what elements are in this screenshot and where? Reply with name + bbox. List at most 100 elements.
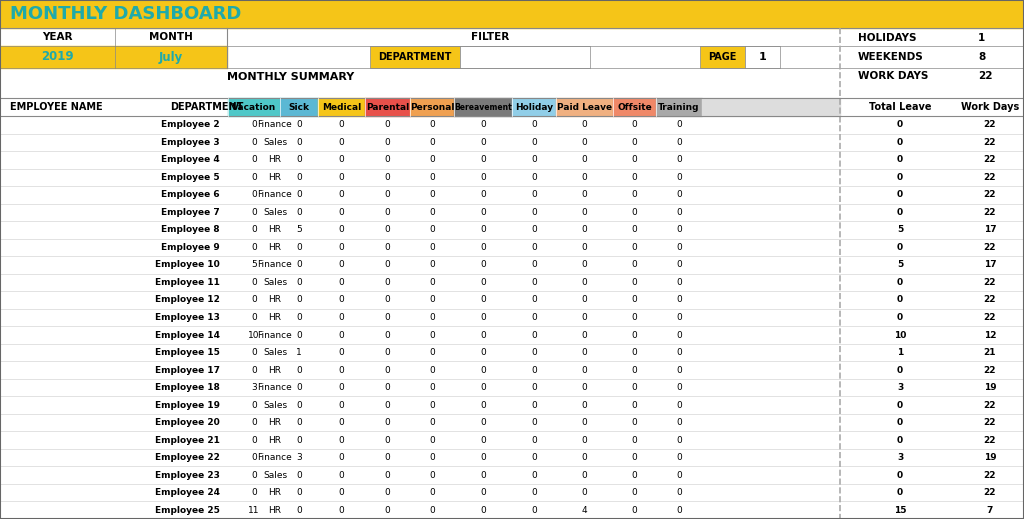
Text: 5: 5 [897, 225, 903, 235]
Text: HR: HR [268, 173, 282, 182]
Text: 0: 0 [480, 208, 485, 217]
Text: 0: 0 [429, 278, 435, 287]
Text: 0: 0 [531, 208, 537, 217]
Text: 0: 0 [251, 435, 257, 445]
Text: 22: 22 [984, 313, 996, 322]
Text: 0: 0 [531, 225, 537, 235]
Bar [280, 98, 318, 116]
Text: 0: 0 [531, 190, 537, 199]
Text: 0: 0 [531, 488, 537, 497]
Text: 0: 0 [480, 331, 485, 339]
Text: 0: 0 [632, 261, 637, 269]
Text: 0: 0 [339, 295, 344, 305]
Text: Vacation: Vacation [231, 102, 276, 112]
Text: HR: HR [268, 435, 282, 445]
Bar [0, 467, 840, 484]
Text: 1: 1 [897, 348, 903, 357]
Bar [512, 98, 556, 116]
Text: 0: 0 [385, 208, 390, 217]
Text: Personal: Personal [410, 102, 455, 112]
Text: Employee 12: Employee 12 [155, 295, 220, 305]
Text: 0: 0 [676, 365, 682, 375]
Text: 0: 0 [897, 155, 903, 165]
Text: 0: 0 [251, 313, 257, 322]
Text: 0: 0 [429, 155, 435, 165]
Text: 0: 0 [339, 331, 344, 339]
Text: 0: 0 [429, 401, 435, 409]
Text: 0: 0 [339, 173, 344, 182]
Text: 0: 0 [339, 488, 344, 497]
Bar [0, 397, 840, 414]
Bar [0, 46, 115, 68]
Text: 0: 0 [480, 453, 485, 462]
Text: 0: 0 [429, 471, 435, 480]
Text: 22: 22 [984, 190, 996, 199]
Bar [556, 98, 613, 116]
Text: 0: 0 [251, 225, 257, 235]
Text: 0: 0 [251, 278, 257, 287]
Bar [0, 116, 840, 133]
Text: 0: 0 [429, 313, 435, 322]
Text: 0: 0 [897, 488, 903, 497]
Text: PAGE: PAGE [709, 52, 736, 62]
Text: 0: 0 [296, 173, 302, 182]
Text: 0: 0 [676, 313, 682, 322]
Text: 0: 0 [531, 295, 537, 305]
Text: HR: HR [268, 365, 282, 375]
Text: Employee 19: Employee 19 [155, 401, 220, 409]
Text: 0: 0 [480, 313, 485, 322]
Text: 0: 0 [632, 383, 637, 392]
Text: 0: 0 [582, 348, 588, 357]
Bar [0, 431, 840, 449]
Text: 0: 0 [582, 365, 588, 375]
Text: 12: 12 [984, 331, 996, 339]
Text: 0: 0 [632, 418, 637, 427]
Text: 0: 0 [676, 155, 682, 165]
Text: 22: 22 [984, 120, 996, 129]
Text: 0: 0 [676, 506, 682, 515]
Text: 0: 0 [897, 120, 903, 129]
Text: 0: 0 [632, 331, 637, 339]
Text: Employee 11: Employee 11 [155, 278, 220, 287]
Text: Employee 7: Employee 7 [161, 208, 220, 217]
Text: 0: 0 [531, 348, 537, 357]
Text: 0: 0 [632, 506, 637, 515]
Text: MONTHLY SUMMARY: MONTHLY SUMMARY [227, 72, 354, 82]
Text: 0: 0 [296, 190, 302, 199]
Text: Employee 15: Employee 15 [155, 348, 220, 357]
Text: 0: 0 [296, 243, 302, 252]
Text: Employee 2: Employee 2 [162, 120, 220, 129]
Text: Sales: Sales [263, 401, 287, 409]
Text: 0: 0 [480, 295, 485, 305]
Text: 0: 0 [480, 225, 485, 235]
Bar [0, 186, 840, 203]
Text: Offsite: Offsite [617, 102, 652, 112]
Text: 22: 22 [984, 401, 996, 409]
Text: 0: 0 [251, 453, 257, 462]
Bar [365, 98, 410, 116]
Text: 0: 0 [676, 243, 682, 252]
Text: 0: 0 [676, 295, 682, 305]
Text: 1: 1 [759, 52, 766, 62]
Text: 0: 0 [676, 401, 682, 409]
Text: 0: 0 [531, 313, 537, 322]
Text: 7: 7 [987, 506, 993, 515]
Text: 0: 0 [531, 331, 537, 339]
Text: 0: 0 [429, 488, 435, 497]
Text: 5: 5 [897, 261, 903, 269]
Text: 0: 0 [385, 506, 390, 515]
Bar [0, 361, 840, 379]
Text: 0: 0 [385, 173, 390, 182]
Text: 0: 0 [582, 138, 588, 147]
Text: 0: 0 [531, 401, 537, 409]
Text: Employee 4: Employee 4 [161, 155, 220, 165]
Text: 22: 22 [984, 295, 996, 305]
Text: 0: 0 [480, 348, 485, 357]
Text: Employee 6: Employee 6 [162, 190, 220, 199]
Text: 0: 0 [582, 243, 588, 252]
Text: 0: 0 [296, 471, 302, 480]
Text: 0: 0 [676, 261, 682, 269]
Text: 0: 0 [897, 401, 903, 409]
Text: 22: 22 [984, 173, 996, 182]
Text: 0: 0 [676, 453, 682, 462]
